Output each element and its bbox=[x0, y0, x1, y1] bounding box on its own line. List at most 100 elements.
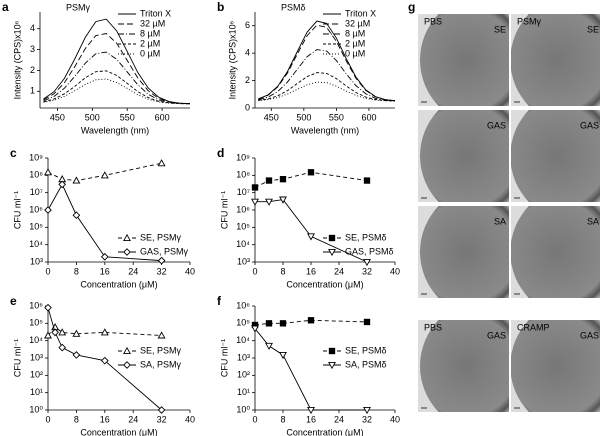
micrograph-content bbox=[420, 206, 509, 298]
y-tick-label: 10² bbox=[30, 370, 43, 380]
cell bbox=[420, 110, 509, 202]
tile-tag: GAS bbox=[487, 120, 506, 130]
y-tick-label: 10¹ bbox=[237, 387, 250, 397]
x-tick-label: 40 bbox=[390, 266, 400, 276]
series-line bbox=[43, 33, 191, 105]
y-tick-label: 1 bbox=[30, 86, 35, 96]
tile-tag: GAS bbox=[580, 330, 599, 340]
micrograph-content bbox=[511, 14, 600, 106]
legend-label: Triton X bbox=[345, 8, 376, 18]
marker bbox=[328, 234, 336, 242]
y-tick-label: 10⁹ bbox=[29, 152, 43, 162]
micrograph-content bbox=[511, 206, 600, 298]
legend-label: SE, PSMδ bbox=[345, 345, 387, 355]
y-axis-label: Intensity (CPS)x10⁶ bbox=[227, 20, 237, 99]
marker bbox=[279, 351, 287, 360]
marker bbox=[307, 169, 315, 176]
marker bbox=[58, 180, 67, 189]
panel-label: a bbox=[2, 0, 9, 14]
x-axis-label: Concentration (μM) bbox=[80, 427, 157, 436]
marker bbox=[100, 356, 109, 365]
y-tick-label: 10⁵ bbox=[29, 318, 43, 328]
marker bbox=[72, 176, 81, 184]
marker bbox=[363, 406, 371, 415]
legend-label: 32 µM bbox=[140, 18, 165, 28]
tile-header: PBS bbox=[424, 322, 442, 332]
panel-title: PSMδ bbox=[281, 2, 306, 12]
legend-label: 32 µM bbox=[345, 18, 370, 28]
marker bbox=[123, 248, 131, 256]
cell bbox=[420, 206, 509, 298]
marker bbox=[51, 328, 59, 337]
tile-tag: GAS bbox=[580, 120, 599, 130]
micrograph-content bbox=[420, 14, 509, 106]
tile-tag: SE bbox=[494, 24, 506, 34]
marker bbox=[251, 184, 259, 191]
legend-label: Triton X bbox=[140, 8, 171, 18]
panel-label: c bbox=[10, 146, 17, 160]
marker bbox=[307, 233, 315, 241]
tile-tag: SA bbox=[587, 216, 599, 226]
marker bbox=[307, 317, 315, 324]
series-line bbox=[258, 72, 396, 102]
y-tick-label: 10⁷ bbox=[237, 187, 250, 197]
marker bbox=[265, 177, 273, 184]
marker bbox=[100, 328, 109, 336]
marker bbox=[100, 171, 109, 179]
marker bbox=[363, 258, 371, 267]
marker bbox=[265, 320, 273, 327]
marker bbox=[44, 303, 52, 312]
x-tick-label: 0 bbox=[45, 266, 50, 276]
micrograph-content bbox=[511, 110, 600, 202]
y-axis-label: CFU ml⁻¹ bbox=[219, 191, 229, 229]
x-tick-label: 32 bbox=[362, 266, 372, 276]
marker bbox=[123, 361, 131, 369]
marker bbox=[251, 198, 259, 206]
series-line bbox=[47, 307, 162, 411]
x-tick-label: 24 bbox=[334, 414, 344, 424]
marker bbox=[72, 211, 81, 220]
micrograph-content bbox=[511, 320, 600, 412]
marker bbox=[123, 346, 131, 355]
x-tick-label: 600 bbox=[361, 112, 376, 122]
panel-label: f bbox=[217, 294, 222, 308]
panel-label: e bbox=[10, 294, 17, 308]
y-tick-label: 10⁵ bbox=[236, 318, 250, 328]
legend-label: 2 µM bbox=[140, 38, 160, 48]
y-tick-label: 10⁶ bbox=[29, 204, 43, 214]
marker bbox=[307, 406, 315, 415]
x-tick-label: 550 bbox=[120, 112, 135, 122]
y-tick-label: 10⁵ bbox=[236, 222, 250, 232]
series-line bbox=[258, 24, 396, 102]
y-tick-label: 10⁹ bbox=[236, 152, 250, 162]
series-line bbox=[258, 49, 396, 102]
legend-label: SE, PSMγ bbox=[140, 232, 182, 242]
marker bbox=[279, 196, 287, 204]
x-axis-label: Concentration (μM) bbox=[80, 279, 157, 289]
y-tick-label: 10² bbox=[237, 370, 250, 380]
x-axis-label: Concentration (μM) bbox=[286, 279, 363, 289]
marker bbox=[100, 252, 109, 261]
legend-label: 8 µM bbox=[345, 28, 365, 38]
y-tick-label: 0 bbox=[245, 102, 250, 112]
x-tick-label: 16 bbox=[306, 414, 316, 424]
x-tick-label: 8 bbox=[280, 266, 285, 276]
y-tick-label: 10⁷ bbox=[30, 187, 43, 197]
y-tick-label: 10⁶ bbox=[29, 300, 43, 310]
x-tick-label: 8 bbox=[74, 414, 79, 424]
marker bbox=[44, 206, 52, 214]
x-axis-label: Concentration (μM) bbox=[286, 427, 363, 436]
micrograph-content bbox=[420, 320, 509, 412]
x-tick-label: 0 bbox=[252, 266, 257, 276]
panel-label: g bbox=[408, 0, 415, 14]
y-tick-label: 4 bbox=[30, 23, 35, 33]
marker bbox=[363, 177, 371, 184]
x-axis-label: Wavelength (nm) bbox=[291, 125, 359, 135]
x-tick-label: 8 bbox=[74, 266, 79, 276]
panel-label: d bbox=[217, 146, 224, 160]
x-tick-label: 500 bbox=[296, 112, 311, 122]
legend-label: 0 µM bbox=[345, 48, 365, 58]
x-tick-label: 600 bbox=[155, 112, 170, 122]
marker bbox=[265, 342, 273, 351]
cell bbox=[511, 320, 600, 412]
